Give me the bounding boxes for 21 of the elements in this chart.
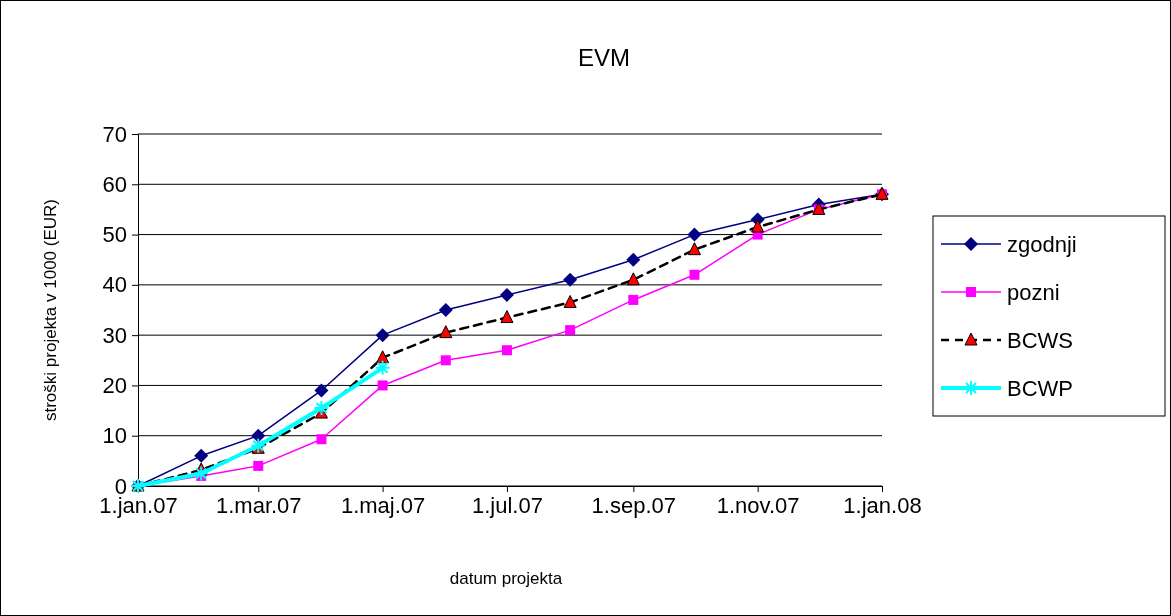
x-axis-title: datum projekta xyxy=(449,569,563,588)
y-tick-label: 30 xyxy=(102,322,127,348)
chart-title: EVM xyxy=(577,44,631,71)
y-tick-label: 40 xyxy=(102,272,127,298)
x-tick-label: 1.maj.07 xyxy=(340,493,426,518)
legend-label: zgodnji xyxy=(1007,232,1077,257)
y-tick-label: 50 xyxy=(102,222,127,248)
legend-label: BCWP xyxy=(1007,376,1073,401)
y-tick-label: 20 xyxy=(102,372,127,398)
legend-label: pozni xyxy=(1007,280,1060,305)
x-tick-label: 1.nov.07 xyxy=(716,493,800,518)
x-tick-label: 1.sep.07 xyxy=(591,493,677,518)
x-tick-label: 1.jul.07 xyxy=(471,493,543,518)
y-tick-label: 10 xyxy=(102,423,127,449)
y-tick-label: 70 xyxy=(102,121,127,147)
x-tick-label: 1.jan.08 xyxy=(843,493,922,518)
y-tick-label: 60 xyxy=(102,171,127,197)
y-axis-title: stroški projekta v 1000 (EUR) xyxy=(41,198,60,422)
x-tick-label: 1.jan.07 xyxy=(99,493,178,518)
x-tick-label: 1.mar.07 xyxy=(215,493,302,518)
legend-label: BCWS xyxy=(1007,328,1073,353)
